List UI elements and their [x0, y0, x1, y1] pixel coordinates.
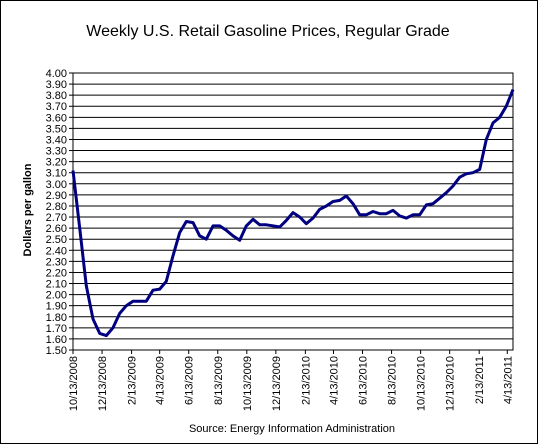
y-tick-label: 3.40 — [46, 134, 67, 146]
x-tick-label: 2/13/2011 — [474, 356, 486, 404]
x-tick-label: 10/13/2010 — [416, 356, 428, 411]
y-tick-label: 2.60 — [46, 223, 67, 235]
y-tick-label: 3.80 — [46, 90, 67, 102]
y-tick-label: 3.90 — [46, 79, 67, 91]
x-tick-label: 10/13/2008 — [68, 356, 80, 411]
x-tick-label: 10/13/2009 — [242, 356, 254, 411]
y-tick-label: 2.20 — [46, 267, 67, 279]
x-tick-label: 2/13/2010 — [300, 356, 312, 405]
y-tick-label: 2.10 — [46, 279, 67, 291]
y-tick-label: 3.30 — [46, 146, 67, 158]
x-tick-label: 2/13/2009 — [127, 356, 139, 405]
chart-title: Weekly U.S. Retail Gasoline Prices, Regu… — [86, 23, 450, 40]
x-tick-label: 4/13/2009 — [155, 356, 167, 405]
y-tick-label: 1.50 — [46, 345, 67, 357]
x-tick-label: 12/13/2008 — [97, 356, 109, 411]
price-line — [71, 89, 515, 338]
x-tick-label: 4/13/2010 — [328, 356, 340, 405]
y-tick-label: 1.70 — [46, 323, 67, 335]
y-tick-label: 3.10 — [46, 168, 67, 180]
x-tick-label: 6/13/2010 — [358, 356, 370, 405]
x-tick-label: 12/13/2009 — [271, 356, 283, 411]
x-tick-label: 6/13/2009 — [184, 356, 196, 405]
y-tick-label: 2.80 — [46, 201, 67, 213]
y-tick-label: 3.20 — [46, 157, 67, 169]
y-tick-label: 2.40 — [46, 245, 67, 257]
x-tick-label: 4/13/2011 — [502, 356, 514, 404]
y-tick-label: 3.70 — [46, 101, 67, 113]
y-tick-label: 3.50 — [46, 123, 67, 135]
x-tick-label: 12/13/2010 — [445, 356, 457, 411]
y-axis-label: Dollars per gallon — [22, 163, 34, 256]
y-tick-label: 1.80 — [46, 312, 67, 324]
y-tick-label: 2.50 — [46, 234, 67, 246]
y-tick-label: 2.30 — [46, 256, 67, 268]
source-note: Source: Energy Information Administratio… — [189, 423, 395, 435]
y-tick-label: 2.90 — [46, 190, 67, 202]
y-tick-label: 4.00 — [46, 68, 67, 80]
x-tick-label: 8/13/2010 — [387, 356, 399, 405]
y-tick-label: 1.60 — [46, 334, 67, 346]
y-tick-label: 3.00 — [46, 179, 67, 191]
y-tick-label: 2.00 — [46, 290, 67, 302]
y-tick-label: 1.90 — [46, 301, 67, 313]
x-tick-label: 8/13/2009 — [213, 356, 225, 405]
y-tick-label: 2.70 — [46, 212, 67, 224]
y-tick-label: 3.60 — [46, 112, 67, 124]
